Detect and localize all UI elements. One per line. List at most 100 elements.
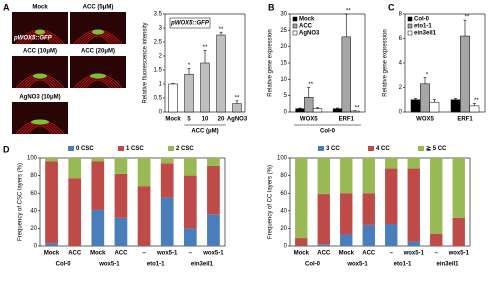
bar-segment: [91, 158, 105, 162]
bar-segment: [183, 158, 197, 176]
bar-segment: [183, 175, 197, 229]
bar: [184, 73, 194, 113]
image-label: ACC (20μM): [81, 49, 115, 55]
bar: [429, 101, 440, 113]
legend-label: 3 CC: [326, 146, 340, 152]
bar-segment: [45, 243, 58, 246]
y-tick-label: 3.5: [154, 12, 163, 18]
significance: **: [219, 27, 224, 33]
legend-label: 2 CSC: [176, 146, 194, 152]
bar-segment: [91, 161, 105, 210]
y-tick-label: 60: [30, 191, 37, 197]
y-tick-label: 2.5: [154, 40, 163, 46]
y-tick-label: 3: [159, 26, 163, 32]
x-tick-label: ACC: [68, 251, 82, 257]
bar-segment: [407, 241, 420, 246]
image-label: Mock: [32, 5, 48, 11]
x-tick-label: Mock: [90, 251, 106, 257]
legend-swatch: [407, 16, 413, 22]
x-tick-label: –: [189, 251, 193, 257]
y-tick-label: 0: [399, 110, 403, 116]
image-label: ACC (10μM): [23, 49, 57, 55]
bar-segment: [295, 238, 308, 246]
y-tick-label: 30: [280, 12, 287, 18]
bar: [469, 105, 480, 113]
bar: [410, 99, 421, 113]
bar-segment: [385, 158, 398, 169]
y-tick-label: 15: [280, 61, 287, 67]
y-axis-label: Relative gene expression: [383, 29, 389, 96]
y-tick-label: 80: [30, 173, 37, 179]
significance: **: [235, 95, 240, 101]
y-axis-label: Relative fluorescence intensity: [143, 22, 149, 103]
legend-swatch: [292, 23, 298, 29]
bar-segment: [68, 178, 82, 246]
bar-segment: [340, 158, 353, 194]
y-tick-label: 1.5: [154, 68, 163, 74]
group-label: eto1-1: [394, 262, 412, 268]
panel-letter: C: [388, 2, 395, 12]
bar: [232, 103, 242, 113]
gfp-signal: [31, 119, 49, 125]
panel-letter: A: [3, 2, 10, 12]
group-label: eto1-1: [147, 262, 165, 268]
y-tick-label: 6: [399, 36, 403, 42]
x-tick-label: ACC: [362, 251, 376, 257]
group-label: wox5-1: [98, 262, 120, 268]
bar-segment: [207, 158, 220, 166]
bar-segment: [317, 194, 330, 245]
bar: [341, 36, 351, 113]
legend-label: ≧ 5 CC: [426, 146, 447, 152]
bar-segment: [407, 158, 420, 169]
bar: [312, 108, 323, 113]
x-axis-label: ACC (μM): [191, 129, 218, 135]
bar-segment: [160, 158, 174, 164]
bar-segment: [114, 173, 128, 218]
y-tick-label: 20: [280, 44, 287, 50]
bar-segment: [452, 158, 465, 218]
bar: [332, 108, 343, 113]
x-tick-label: WOX5: [416, 117, 434, 123]
significance: **: [346, 9, 351, 15]
group-label: Col-0: [305, 262, 321, 268]
bar-segment: [385, 224, 398, 246]
gfp-signal: [33, 73, 47, 79]
bar-segment: [68, 158, 82, 179]
bar-segment: [430, 233, 443, 246]
bar-segment: [137, 186, 151, 246]
y-tick-label: 40: [30, 208, 37, 214]
bar-segment: [362, 193, 375, 225]
image-label: AgNO3 (10μM): [19, 95, 60, 101]
bar-segment: [183, 228, 197, 246]
x-tick-label: Mock: [339, 251, 355, 257]
bar-segment: [317, 244, 330, 246]
y-tick-label: 20: [30, 226, 37, 232]
legend-swatch: [407, 30, 413, 36]
bar-segment: [362, 158, 375, 194]
bar-segment: [137, 158, 151, 187]
x-tick-label: –: [435, 251, 439, 257]
inset-box: [169, 17, 211, 29]
x-tick-label: Mock: [44, 251, 60, 257]
panel-letter: B: [268, 2, 275, 12]
bar-segment: [295, 158, 308, 239]
bar-segment: [114, 217, 128, 246]
x-tick-label: ACC: [114, 251, 128, 257]
y-tick-label: 8: [399, 12, 403, 18]
y-tick-label: 100: [27, 156, 38, 162]
y-tick-label: 2: [159, 54, 163, 60]
x-tick-label: wox5-1: [403, 251, 425, 257]
y-tick-label: 5: [284, 93, 288, 99]
x-tick-label: –: [142, 251, 146, 257]
x-tick-label: wox5-1: [156, 251, 178, 257]
group-label: wox5-1: [346, 262, 368, 268]
bar-segment: [362, 224, 375, 246]
y-tick-label: 0: [34, 244, 38, 250]
legend-label: ACC: [299, 24, 313, 30]
bar-segment: [114, 158, 128, 174]
legend-swatch: [292, 30, 298, 36]
legend-label: Mock: [299, 17, 315, 23]
gfp-signal: [35, 29, 45, 35]
gfp-signal: [90, 73, 106, 79]
bar-segment: [452, 217, 465, 246]
